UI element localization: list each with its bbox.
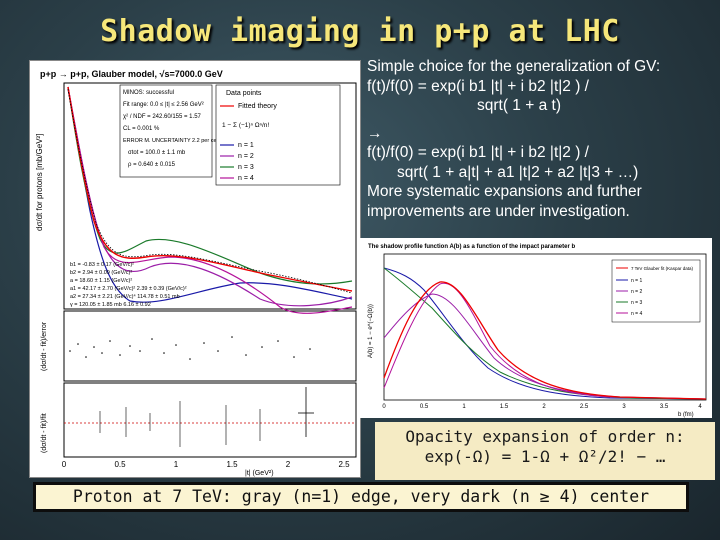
- minos-status: MINOS: successful: [123, 90, 174, 96]
- x-tick-25: 2.5: [338, 460, 350, 469]
- right-x-tick-25: 2.5: [580, 404, 589, 410]
- bottom-panel-frame: [63, 382, 357, 458]
- x-tick-15: 1.5: [226, 460, 238, 469]
- rho-value: ρ = 0.640 ± 0.015: [128, 162, 176, 168]
- right-x-tick-0: 0: [382, 404, 386, 410]
- right-legend-n1: n = 1: [631, 278, 642, 284]
- right-legend-fit: 7 TeV Glauber fit (Kaspar data): [631, 266, 693, 271]
- legend-formula: 1 − Σ (−1)ⁿ Ωⁿ/n!: [222, 122, 269, 129]
- text-line-6: sqrt( 1 + a|t| + a1 |t|2 + a2 |t|3 + …): [397, 163, 639, 181]
- shadow-profile-svg: The shadow profile function A(b) as a fu…: [368, 244, 707, 418]
- right-curve-n2: [383, 293, 707, 400]
- slide-title: Shadow imaging in p+p at LHC: [100, 14, 620, 49]
- right-legend-n2: n = 2: [631, 289, 642, 295]
- x-tick-2: 2: [286, 460, 291, 469]
- right-plot-header: The shadow profile function A(b) as a fu…: [368, 244, 575, 250]
- right-x-tick-2: 2: [542, 404, 546, 410]
- sigma-tot: σtot = 100.0 ± 1.1 mb: [128, 150, 186, 156]
- top-panel-frame: [63, 82, 357, 310]
- right-x-tick-4: 4: [698, 404, 702, 410]
- right-plot-frame: [383, 253, 707, 401]
- legend-data-points: Data points: [226, 90, 262, 97]
- param-a1: a1 = 42.17 ± 2.70 (GeV/c)² 2.39 ± 0.39 (…: [70, 286, 187, 292]
- legend-n3: n = 3: [238, 164, 254, 171]
- left-plot-header: p+p → p+p, Glauber model, √s=7000.0 GeV: [40, 69, 223, 79]
- shadow-profile-plot: The shadow profile function A(b) as a fu…: [360, 238, 712, 418]
- fitted-theory-curve: [67, 86, 353, 292]
- param-gamma: γ = 120.05 ± 1.85 mb 6.16 ± 0.92: [70, 302, 151, 308]
- mid-y-axis-label: (dσ/dt - fit)/error: [41, 321, 48, 371]
- right-y-axis-label: A(b) = 1 − e^(−Ω(b)): [368, 304, 374, 358]
- right-x-tick-35: 3.5: [660, 404, 669, 410]
- arrow-icon: →: [367, 124, 383, 142]
- text-line-5: f(t)/f(0) = exp(i b1 |t| + i b2 |t|2 ) /: [367, 144, 589, 161]
- right-x-axis-label: b (fm): [678, 412, 694, 418]
- generalization-text: Simple choice for the generalization of …: [367, 57, 717, 221]
- right-fit-curve: [383, 281, 707, 400]
- opacity-expansion-box: Opacity expansion of order n: exp(-Ω) = …: [375, 422, 715, 480]
- right-x-tick-15: 1.5: [500, 404, 509, 410]
- fit-range: Fit range: 0.0 ≤ |t| ≤ 2.56 GeV²: [123, 102, 204, 108]
- right-x-tick-3: 3: [622, 404, 626, 410]
- param-b1: b1 = -0.83 ± 0.17 (GeV/c)²: [70, 262, 134, 268]
- opacity-line-2: exp(-Ω) = 1-Ω + Ω²/2! − …: [424, 447, 666, 466]
- text-line-8: improvements are under investigation.: [367, 202, 630, 220]
- bottom-y-axis-label: (dσ/dt - fit)/fit: [41, 413, 48, 453]
- text-line-2: f(t)/f(0) = exp(i b1 |t| + i b2 |t|2 ) /: [367, 77, 589, 95]
- legend-n1: n = 1: [238, 142, 254, 149]
- proton-caption: Proton at 7 TeV: gray (n=1) edge, very d…: [33, 482, 689, 512]
- error-uncertainty: ERROR M. UNCERTAINTY 2.2 per cent: [123, 138, 222, 144]
- param-b2: b2 = 2.94 ± 0.09 (GeV/c)²: [70, 270, 132, 276]
- top-y-axis-label: dσ/dt for protons [mb/GeV²]: [35, 134, 44, 231]
- left-legend-box: [215, 84, 341, 186]
- data-points-trace: [67, 88, 353, 294]
- stats-box: [119, 84, 213, 178]
- mid-residual-points: [69, 336, 311, 360]
- legend-n2: n = 2: [238, 153, 254, 160]
- bottom-error-bars: [99, 401, 261, 447]
- x-tick-0: 0: [62, 460, 67, 469]
- right-legend-n4: n = 4: [631, 311, 642, 317]
- curve-n4: [67, 86, 353, 314]
- opacity-line-1: Opacity expansion of order n:: [405, 427, 685, 446]
- text-line-7: More systematic expansions and further: [367, 183, 642, 200]
- mid-panel-frame: [63, 310, 357, 382]
- chi2-ndf: χ² / NDF = 242.60/155 = 1.57: [123, 114, 202, 120]
- text-line-1: Simple choice for the generalization of …: [367, 58, 661, 75]
- param-a2: a2 = 27.34 ± 2.21 (GeV/c)⁴ 114.78 ± 0.51…: [70, 293, 180, 300]
- confidence-level: CL = 0.001 %: [123, 126, 160, 132]
- elastic-fit-plot: p+p → p+p, Glauber model, √s=7000.0 GeV …: [29, 60, 361, 478]
- right-legend-n3: n = 3: [631, 300, 642, 306]
- param-a: a = 18.60 ± 1.15 (GeV/c)²: [70, 278, 132, 284]
- x-axis-label: |t| (GeV²): [245, 470, 274, 477]
- right-x-tick-1: 1: [462, 404, 466, 410]
- right-x-tick-05: 0.5: [420, 404, 429, 410]
- legend-n4: n = 4: [238, 175, 254, 182]
- x-tick-05: 0.5: [114, 460, 126, 469]
- text-line-3: sqrt( 1 + a t): [477, 97, 561, 114]
- curve-n3: [67, 86, 353, 285]
- x-tick-1: 1: [174, 460, 179, 469]
- legend-fitted-theory: Fitted theory: [238, 103, 277, 110]
- elastic-fit-svg: p+p → p+p, Glauber model, √s=7000.0 GeV …: [35, 69, 357, 477]
